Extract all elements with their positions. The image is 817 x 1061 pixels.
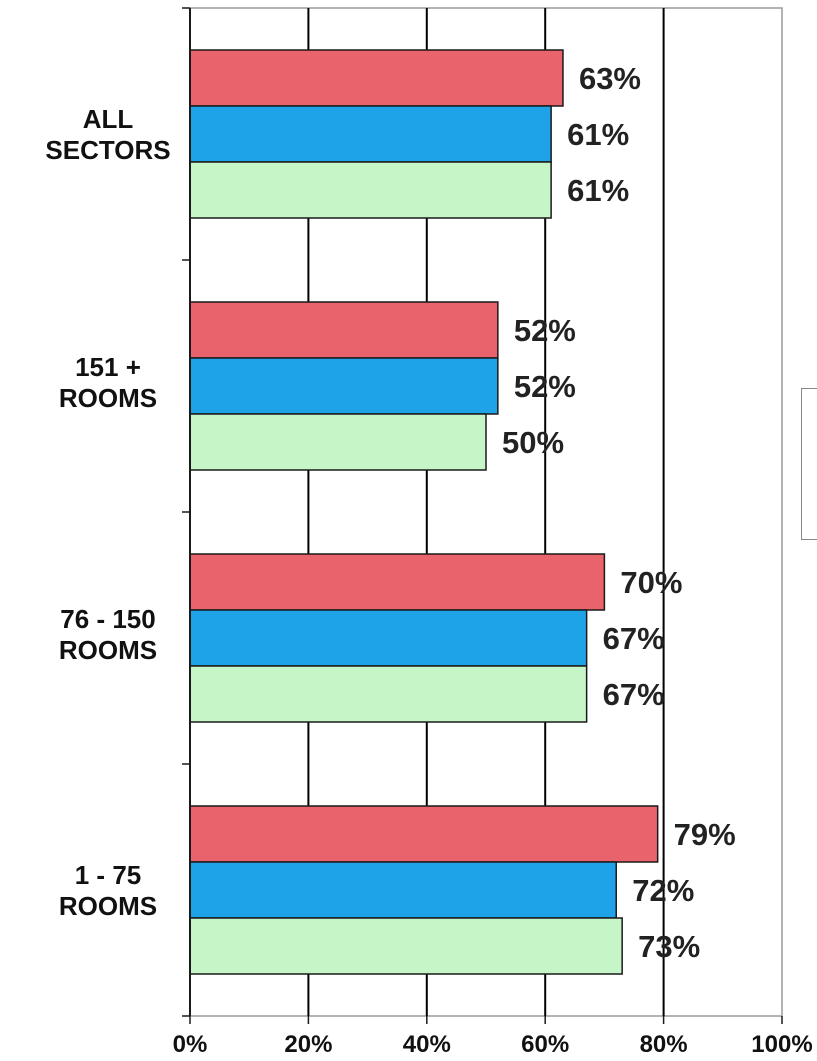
x-tick-label: 60%: [521, 1031, 569, 1058]
category-label-line: SECTORS: [45, 135, 171, 165]
bar-value-label: 61%: [567, 117, 629, 152]
x-tick-label: 40%: [403, 1031, 451, 1058]
bar: [189, 553, 606, 611]
bar-value-label: 67%: [603, 621, 665, 656]
category-label-1-75-rooms: 1 - 75 ROOMS: [18, 860, 198, 922]
x-tick-label: 0%: [173, 1031, 208, 1058]
bar: [189, 105, 552, 163]
bar: [189, 49, 564, 107]
bar: [189, 357, 499, 415]
bar-value-label: 52%: [514, 313, 576, 348]
x-tick-label: 100%: [751, 1031, 812, 1058]
bar: [189, 609, 588, 667]
bar-value-label: 50%: [502, 425, 564, 460]
bar-value-label: 52%: [514, 369, 576, 404]
bar-value-label: 79%: [674, 817, 736, 852]
category-label-line: 76 - 150: [60, 604, 156, 634]
bar: [189, 665, 588, 723]
category-label-line: 1 - 75: [74, 860, 142, 890]
category-label-line: ROOMS: [58, 635, 158, 665]
bar-value-label: 63%: [579, 61, 641, 96]
bar: [189, 805, 659, 863]
x-tick-label: 80%: [640, 1031, 688, 1058]
category-label-76-150-rooms: 76 - 150 ROOMS: [18, 604, 198, 666]
category-label-line: ALL: [82, 104, 134, 134]
x-axis-ticks: 0% 20% 40% 60% 80% 100%: [173, 1016, 813, 1058]
bar: [189, 917, 623, 975]
category-label-line: ROOMS: [58, 383, 158, 413]
bar-value-label: 70%: [620, 565, 682, 600]
bar-labels: 63% 61% 61% 52% 52% 50% 70% 67% 67% 79% 72% 73%: [502, 61, 736, 964]
bar: [189, 161, 552, 219]
bar-value-label: 73%: [638, 929, 700, 964]
x-tick-label: 20%: [284, 1031, 332, 1058]
bar: [189, 861, 617, 919]
category-label-line: ROOMS: [58, 891, 158, 921]
legend-box: [801, 388, 817, 540]
category-label-all-sectors: ALL SECTORS: [18, 104, 198, 166]
bar: [189, 301, 499, 359]
y-axis: [182, 7, 191, 1017]
bar-value-label: 72%: [632, 873, 694, 908]
bar: [189, 413, 487, 471]
bar-value-label: 67%: [603, 677, 665, 712]
category-label-151-plus-rooms: 151 + ROOMS: [18, 352, 198, 414]
bar-value-label: 61%: [567, 173, 629, 208]
bars: [189, 49, 659, 975]
category-label-line: 151 +: [75, 352, 141, 382]
